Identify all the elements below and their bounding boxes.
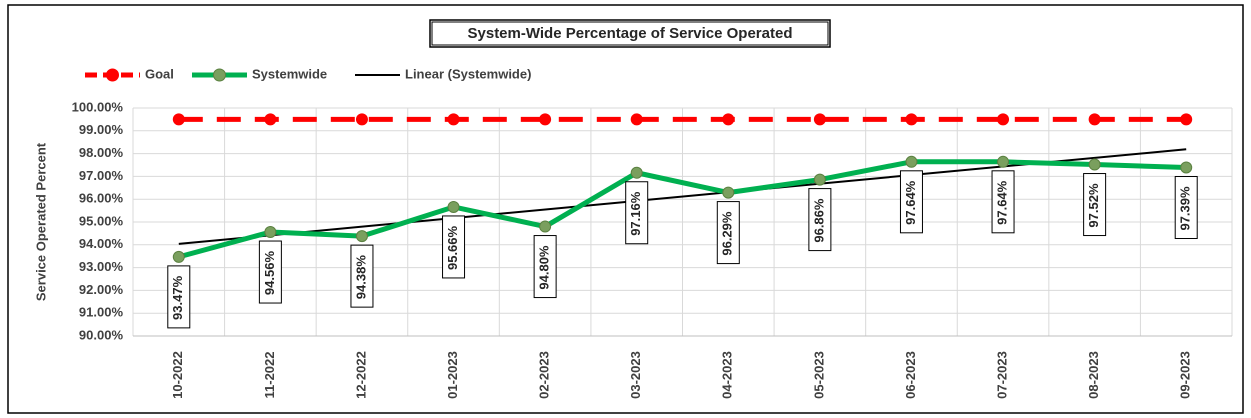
x-tick-label: 11-2022 bbox=[262, 352, 277, 399]
marker bbox=[447, 200, 460, 213]
marker bbox=[630, 166, 643, 179]
marker bbox=[1088, 158, 1101, 171]
marker bbox=[722, 113, 735, 126]
value-label-box bbox=[533, 235, 557, 299]
x-tick-label: 05-2023 bbox=[811, 351, 826, 399]
marker bbox=[722, 186, 735, 199]
legend-marker bbox=[106, 68, 119, 82]
value-label: 97.64% bbox=[994, 180, 1009, 225]
x-tick-label: 07-2023 bbox=[994, 351, 1009, 399]
value-label-box bbox=[442, 215, 466, 279]
legend-label: Linear (Systemwide) bbox=[405, 66, 531, 81]
marker bbox=[997, 155, 1010, 168]
y-tick-label: 90.00% bbox=[79, 327, 124, 342]
value-label-box bbox=[1174, 176, 1198, 240]
chart-title: System-Wide Percentage of Service Operat… bbox=[468, 25, 793, 42]
y-axis-title: Service Operated Percent bbox=[33, 142, 48, 301]
marker bbox=[1180, 161, 1193, 174]
x-tick-label: 03-2023 bbox=[628, 351, 643, 399]
legend-marker bbox=[213, 68, 226, 82]
marker bbox=[264, 226, 277, 239]
marker bbox=[813, 113, 826, 126]
value-label-box bbox=[899, 170, 923, 234]
title-box bbox=[429, 19, 831, 48]
marker bbox=[905, 155, 918, 168]
value-label: 93.47% bbox=[170, 275, 185, 320]
value-label-box bbox=[350, 244, 374, 308]
value-label-box bbox=[258, 240, 282, 304]
value-label: 94.80% bbox=[537, 245, 552, 290]
marker bbox=[355, 113, 368, 126]
x-tick-label: 08-2023 bbox=[1086, 351, 1101, 399]
x-tick-label: 09-2023 bbox=[1178, 351, 1193, 399]
y-tick-label: 96.00% bbox=[79, 191, 124, 206]
x-tick-label: 04-2023 bbox=[720, 351, 735, 399]
value-label-box bbox=[1083, 173, 1107, 237]
x-tick-label: 10-2022 bbox=[170, 351, 185, 399]
series-line bbox=[178, 159, 1187, 260]
marker bbox=[264, 113, 277, 126]
marker bbox=[1180, 113, 1193, 126]
value-label-box bbox=[167, 265, 191, 329]
value-label: 96.86% bbox=[811, 198, 826, 243]
y-tick-label: 94.00% bbox=[79, 236, 124, 251]
marker bbox=[905, 113, 918, 126]
marker bbox=[539, 220, 552, 233]
value-label: 95.66% bbox=[445, 225, 460, 270]
y-tick-label: 93.00% bbox=[79, 259, 124, 274]
value-label: 94.56% bbox=[262, 251, 277, 296]
value-label: 97.16% bbox=[628, 191, 643, 236]
marker bbox=[172, 250, 185, 263]
marker bbox=[1088, 113, 1101, 126]
y-tick-label: 97.00% bbox=[79, 168, 124, 183]
x-tick-label: 12-2022 bbox=[353, 351, 368, 399]
x-tick-label: 06-2023 bbox=[903, 351, 918, 399]
y-tick-label: 95.00% bbox=[79, 213, 124, 228]
y-tick-label: 91.00% bbox=[79, 305, 124, 320]
marker bbox=[997, 113, 1010, 126]
value-label-box bbox=[808, 188, 832, 252]
x-tick-label: 01-2023 bbox=[445, 351, 460, 399]
legend-label: Goal bbox=[145, 66, 174, 81]
marker bbox=[447, 113, 460, 126]
title-box-inner bbox=[431, 21, 829, 46]
value-label: 94.38% bbox=[353, 255, 368, 300]
x-tick-label: 02-2023 bbox=[537, 351, 552, 399]
value-label-box bbox=[625, 181, 649, 245]
series-line bbox=[178, 148, 1187, 245]
value-label-box bbox=[716, 201, 740, 265]
value-label: 96.29% bbox=[720, 211, 735, 256]
marker bbox=[355, 230, 368, 243]
value-label: 97.52% bbox=[1086, 183, 1101, 228]
value-label: 97.64% bbox=[903, 180, 918, 225]
marker bbox=[539, 113, 552, 126]
value-label-box bbox=[991, 170, 1015, 234]
marker bbox=[630, 113, 643, 126]
value-label: 97.39% bbox=[1178, 186, 1193, 231]
legend-label: Systemwide bbox=[252, 66, 327, 81]
y-tick-label: 98.00% bbox=[79, 145, 124, 160]
marker bbox=[813, 173, 826, 186]
y-tick-label: 99.00% bbox=[79, 122, 124, 137]
y-tick-label: 92.00% bbox=[79, 282, 124, 297]
y-tick-label: 100.00% bbox=[72, 99, 124, 114]
marker bbox=[172, 113, 185, 126]
